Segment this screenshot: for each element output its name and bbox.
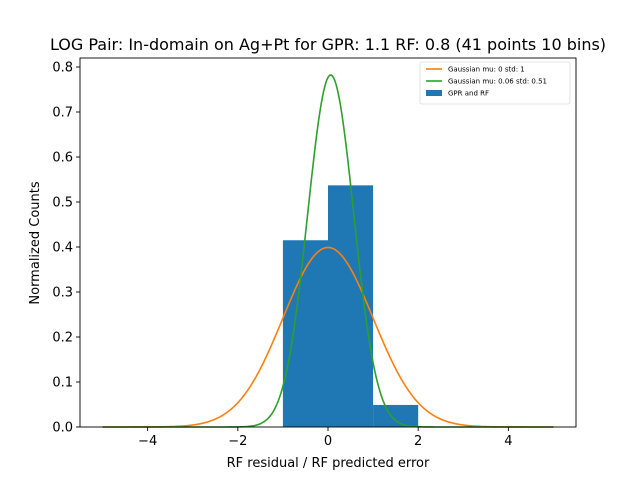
x-tick-label: −2 (228, 434, 247, 449)
x-tick-label: −4 (138, 434, 157, 449)
legend-label-1: Gaussian mu: 0.06 std: 0.51 (448, 78, 547, 86)
legend-box (419, 61, 571, 105)
axes: −4 −2 0 2 4 0.0 0.1 0.2 0.3 0.4 0.5 0.6 0.7 0.8 (52, 57, 577, 449)
x-tick-label: 0 (324, 434, 332, 449)
y-tick-label: 0.5 (52, 196, 73, 211)
y-axis-label: Normalized Counts (28, 181, 43, 304)
x-axis-label: RF residual / RF predicted error (227, 456, 430, 471)
chart-title: LOG Pair: In-domain on Ag+Pt for GPR: 1.… (50, 35, 606, 54)
y-tick-label: 0.0 (52, 421, 73, 436)
histogram-bar-2 (373, 404, 419, 427)
y-tick-label: 0.4 (52, 241, 73, 256)
x-tick-label: 2 (414, 434, 422, 449)
y-tick-label: 0.8 (52, 61, 73, 76)
y-tick-label: 0.3 (52, 286, 73, 301)
y-tick-label: 0.2 (52, 331, 73, 346)
legend-label-0: Gaussian mu: 0 std: 1 (448, 66, 525, 74)
y-tick-label: 0.7 (52, 106, 73, 121)
histogram-bar-0 (282, 240, 328, 427)
histogram-bar-1 (328, 185, 374, 427)
y-tick-label: 0.1 (52, 376, 73, 391)
legend: Gaussian mu: 0 std: 1 Gaussian mu: 0.06 s… (419, 61, 571, 105)
y-tick-label: 0.6 (52, 151, 73, 166)
legend-label-histogram: GPR and RF (448, 90, 489, 98)
legend-swatch-histogram (426, 90, 442, 96)
x-tick-label: 4 (504, 434, 512, 449)
